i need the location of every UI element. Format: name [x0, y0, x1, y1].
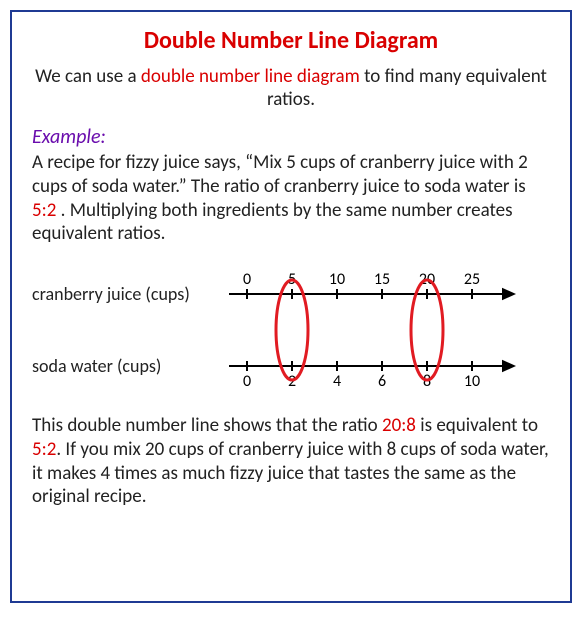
problem-post: . Multiplying both ingredients by the sa… [32, 199, 513, 246]
tick-label: 25 [464, 270, 480, 289]
conclusion-text: This double number line shows that the r… [32, 414, 550, 509]
bottom-axis-label: soda water (cups) [32, 355, 222, 377]
intro-pre: We can use a [35, 65, 141, 88]
tick-label: 6 [378, 372, 386, 391]
tick-label: 0 [243, 270, 251, 289]
top-axis-label: cranberry juice (cups) [32, 283, 222, 305]
conclusion-post: . If you mix 20 cups of cranberry juice … [32, 438, 549, 509]
page-title: Double Number Line Diagram [32, 26, 550, 55]
problem-ratio: 5:2 [32, 199, 56, 222]
conclusion-pre: This double number line shows that the r… [32, 414, 382, 437]
conclusion-ratio-b: 5:2 [32, 438, 56, 461]
conclusion-ratio-a: 20:8 [382, 414, 416, 437]
intro-highlight: double number line diagram [141, 65, 360, 88]
number-line-svg: 05101520250246810 [227, 260, 557, 400]
example-label: Example: [32, 125, 550, 149]
tick-label: 0 [243, 372, 251, 391]
tick-label: 10 [329, 270, 345, 289]
card: Double Number Line Diagram We can use a … [10, 10, 572, 603]
number-line-diagram: cranberry juice (cups) soda water (cups) 0… [32, 260, 550, 400]
intro-text: We can use a double number line diagram … [32, 65, 550, 111]
problem-text: A recipe for fizzy juice says, “Mix 5 cu… [32, 151, 550, 246]
problem-pre: A recipe for fizzy juice says, “Mix 5 cu… [32, 151, 528, 198]
tick-label: 4 [333, 372, 341, 391]
tick-label: 15 [374, 270, 390, 289]
tick-label: 10 [464, 372, 480, 391]
conclusion-mid: is equivalent to [416, 414, 538, 437]
